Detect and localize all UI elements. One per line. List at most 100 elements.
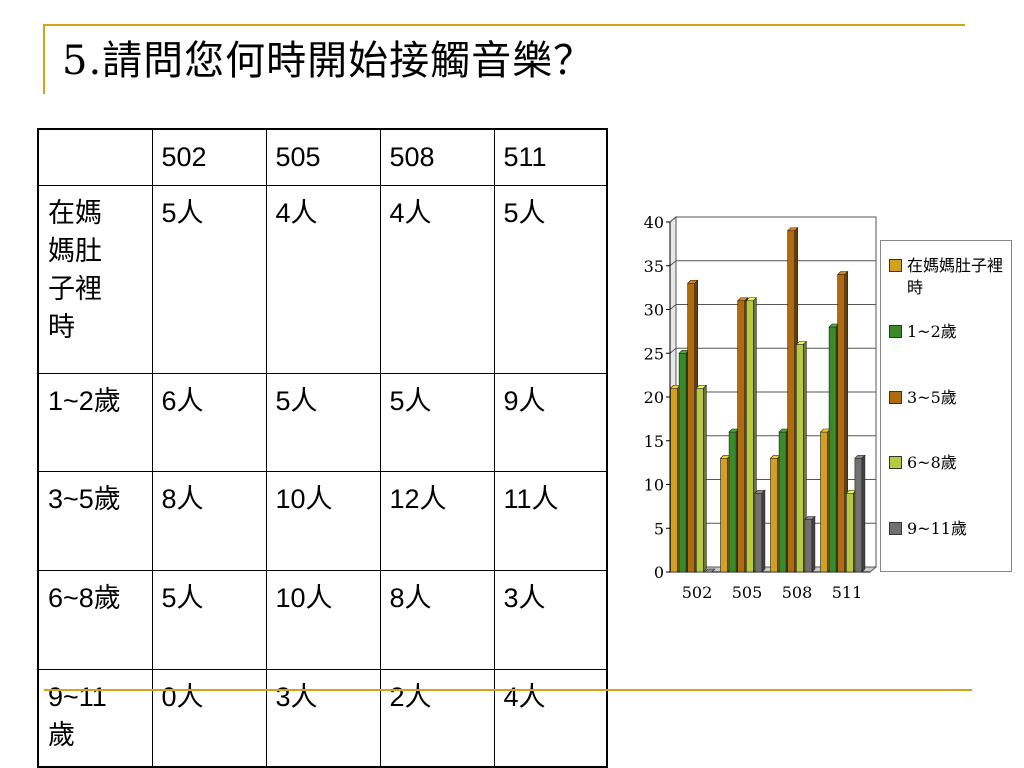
bar-side (703, 384, 707, 573)
bar-front (787, 230, 795, 573)
row-label: 9~11歲 (48, 681, 107, 750)
table-cell: 3人 (265, 668, 381, 768)
y-tick-label: 5 (654, 519, 664, 538)
bar-top (836, 271, 849, 275)
table-row: 9~11歲 0人 3人 2人 4人 (37, 668, 608, 768)
header-cell-505: 505 (265, 128, 381, 186)
header-cell-corner (37, 128, 153, 186)
bar-side (811, 515, 816, 573)
bar-front (854, 457, 863, 573)
row-label: 3~5歲 (48, 483, 121, 514)
top-accent-line (43, 24, 965, 26)
legend-label: 在媽媽肚子裡時 (907, 256, 1004, 297)
table-row: 3~5歲 8人 10人 12人 11人 (37, 470, 608, 571)
legend-swatch (889, 259, 902, 272)
table-cell: 9人 (493, 372, 608, 472)
bar-chart: 0 5 10 15 20 25 30 35 40 502 505 508 511 (630, 205, 1010, 615)
bar-front (796, 344, 804, 573)
legend-swatch (889, 325, 902, 338)
bar-top (745, 297, 758, 302)
bar-top (754, 489, 766, 494)
bottom-accent-line (44, 689, 972, 691)
header-cell-508: 508 (379, 128, 495, 186)
table-cell: 5人 (151, 184, 267, 374)
legend-swatch (889, 391, 902, 404)
table-cell: 8人 (379, 569, 495, 670)
bar-front (837, 274, 845, 573)
table-cell: 4人 (265, 184, 381, 374)
y-tick-label: 10 (644, 476, 664, 495)
row-label-cell: 在媽媽肚子裡時 (37, 184, 153, 374)
bar-top (786, 227, 799, 232)
y-tick-label: 0 (654, 563, 664, 582)
gridline (669, 304, 876, 310)
legend-item: 3~5歲 (889, 387, 957, 409)
survey-table: 502 505 508 511 在媽媽肚子裡時 5人 4人 4人 5人 1~2歲… (37, 128, 608, 768)
x-tick-label: 508 (782, 583, 813, 602)
table-cell: 8人 (151, 470, 267, 571)
legend-item: 9~11歲 (889, 518, 967, 540)
bar-508-9~11歲 (804, 515, 816, 573)
row-label-cell: 3~5歲 (37, 470, 153, 571)
gridline (669, 216, 876, 223)
bar-505-9~11歲 (754, 489, 766, 573)
legend-swatch (889, 456, 902, 469)
row-label: 1~2歲 (48, 385, 121, 416)
bar-502-9~11歲 (704, 568, 716, 573)
gridline (669, 347, 876, 354)
bar-front (746, 300, 754, 573)
table-cell: 0人 (151, 668, 267, 768)
table-cell: 4人 (493, 668, 608, 768)
table-cell: 5人 (151, 569, 267, 670)
table-cell: 10人 (265, 470, 381, 571)
bar-side (861, 454, 866, 573)
table-row: 1~2歲 6人 5人 5人 9人 (37, 372, 608, 472)
bar-front (804, 519, 813, 573)
row-label-cell: 6~8歲 (37, 569, 153, 670)
legend-label: 9~11歲 (907, 519, 967, 538)
legend-item: 1~2歲 (889, 321, 957, 343)
table-header-row: 502 505 508 511 (37, 128, 608, 186)
table-row: 6~8歲 5人 10人 8人 3人 (37, 569, 608, 670)
table-row: 在媽媽肚子裡時 5人 4人 4人 5人 (37, 184, 608, 374)
bar-side (761, 489, 766, 573)
legend-label: 1~2歲 (907, 322, 957, 341)
table-cell: 11人 (493, 470, 608, 571)
bar-front (678, 352, 687, 573)
table-cell: 2人 (379, 668, 495, 768)
bar-front (754, 492, 763, 573)
y-tick-label: 40 (644, 213, 664, 232)
bar-top (795, 341, 808, 345)
bar-top (804, 516, 816, 520)
y-tick-label: 20 (644, 388, 664, 407)
y-tick-label: 15 (644, 432, 664, 451)
gridline (669, 260, 876, 267)
legend-item: 在媽媽肚子裡時 (889, 255, 1003, 299)
bar-front (728, 431, 737, 573)
row-label-cell: 1~2歲 (37, 372, 153, 472)
bar-502-6~8歲 (695, 384, 708, 573)
row-label: 6~8歲 (48, 582, 121, 613)
table-cell: 5人 (379, 372, 495, 472)
bar-front (737, 300, 745, 573)
y-tick-label: 30 (644, 301, 664, 320)
legend-label: 3~5歲 (907, 388, 957, 407)
header-cell-511: 511 (493, 128, 608, 186)
bar-front (820, 431, 828, 573)
bar-front (696, 387, 704, 573)
y-tick-label: 25 (644, 344, 664, 363)
x-tick-label: 505 (732, 583, 763, 602)
bar-top (686, 279, 699, 284)
bar-top (854, 454, 866, 459)
bar-front (828, 326, 837, 573)
legend-swatch (889, 522, 902, 535)
bar-front (720, 457, 728, 573)
y-tick-label: 35 (644, 257, 664, 276)
table-cell: 5人 (493, 184, 608, 374)
table-cell: 10人 (265, 569, 381, 670)
bar-511-9~11歲 (854, 454, 866, 573)
table-cell: 12人 (379, 470, 495, 571)
row-label: 在媽媽肚子裡時 (48, 197, 102, 342)
legend-item: 6~8歲 (889, 452, 957, 474)
bar-front (778, 431, 787, 573)
